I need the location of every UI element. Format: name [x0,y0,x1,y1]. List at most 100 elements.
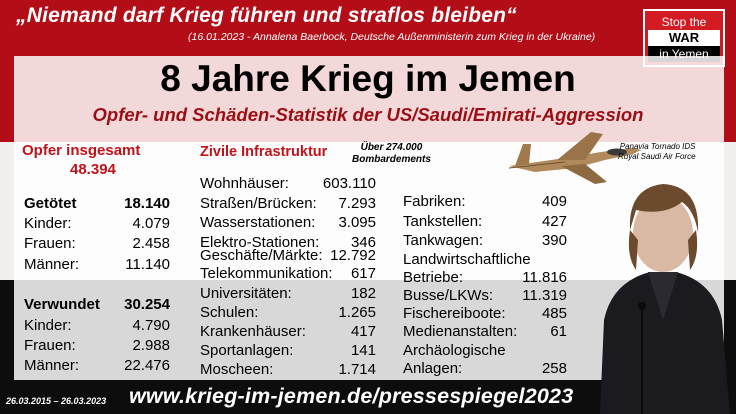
infra-label: Medienanstalten: [403,323,518,340]
infra-value: 61 [550,323,567,340]
page-subtitle: Opfer- und Schäden-Statistik der US/Saud… [92,104,644,125]
wounded-row-value: 4.790 [132,317,170,334]
infrastructure-heading: Zivile Infrastruktur [200,144,328,160]
infra-label: Universitäten: [200,285,292,302]
infra-value: 11.816 [522,269,567,286]
killed-row: Männer: 11.140 [24,255,170,275]
infra-value: 346 [350,234,376,251]
wounded-row: Männer: 22.476 [24,356,170,376]
infrastructure-row: Betriebe: 11.816 [403,268,567,288]
badge-flag: Stop the WAR in Yemen [648,14,720,62]
quote: „Niemand darf Krieg führen und straflos … [16,4,517,27]
badge-line-2: WAR [648,30,720,46]
wounded-row: Frauen: 2.988 [24,336,170,356]
wounded-row-value: 22.476 [124,357,170,374]
bombardments-line-2: Bombardements [352,154,431,165]
wounded-row-label: Männer: [24,357,80,374]
date-range: 26.03.2015 – 26.03.2023 [6,396,107,406]
killed-label: Getötet [24,195,77,212]
infra-label: Telekommunikation: [200,265,333,282]
infrastructure-row: Universitäten: 182 [200,284,376,304]
bombardments-line-1: Über 274.000 [360,142,423,153]
infra-label: Archäologische [403,342,506,359]
wounded-row-value: 2.988 [132,337,170,354]
infrastructure-row: Schulen: 1.265 [200,303,376,323]
infra-label: Tankwagen: [403,232,484,249]
infrastructure-row: Anlagen: 258 [403,359,567,379]
infra-label: Landwirtschaftliche [403,251,531,268]
killed-row-value: 2.458 [132,235,170,252]
killed-value: 18.140 [124,195,170,212]
wounded-row: Kinder: 4.790 [24,316,170,336]
infra-label: Tankstellen: [403,213,483,230]
infra-label: Wasserstationen: [200,214,316,231]
infrastructure-row: Tankwagen: 390 [403,231,567,251]
infra-label: Geschäfte/Märkte: [200,247,323,264]
plane-caption: Panavia Tornado IDS Royal Saudi Air Forc… [618,142,696,162]
infra-label: Wohnhäuser: [200,175,289,192]
infrastructure-row: Fabriken: 409 [403,192,567,212]
infra-label: Elektro-Stationen: [200,234,320,251]
infrastructure-row: Wasserstationen: 3.095 [200,213,376,233]
website-url: www.krieg-im-jemen.de/pressespiegel2023 [129,384,574,408]
infra-value: 3.095 [338,214,376,231]
killed-row-label: Kinder: [24,215,72,232]
infra-value: 141 [350,342,376,359]
infrastructure-row: Busse/LKWs: 11.319 [403,286,567,306]
opfer-total: 48.394 [70,161,116,178]
killed-row-label: Männer: [24,256,80,273]
infra-value: 603.110 [322,175,376,192]
infrastructure-row: Archäologische [403,341,567,361]
infra-label: Fischereiboote: [403,305,506,322]
infra-label: Straßen/Brücken: [200,195,317,212]
killed-row: Kinder: 4.079 [24,214,170,234]
infra-value: 12.792 [330,247,376,264]
infra-value: 7.293 [338,195,376,212]
infrastructure-row: Medienanstalten: 61 [403,322,567,342]
infra-label: Krankenhäuser: [200,323,306,340]
infra-value: 617 [350,265,376,282]
wounded-total-row: Verwundet 30.254 [24,295,170,315]
infra-value: 417 [350,323,376,340]
infra-value: 390 [541,232,567,249]
killed-row-label: Frauen: [24,235,76,252]
infra-value: 1.265 [338,304,376,321]
infrastructure-row: Straßen/Brücken: 7.293 [200,194,376,214]
killed-row-value: 4.079 [132,215,170,232]
infra-label: Busse/LKWs: [403,287,494,304]
speaker-photo [600,184,730,414]
infra-label: Anlagen: [403,360,463,377]
wounded-row-label: Frauen: [24,337,76,354]
page-title: 8 Jahre Krieg im Jemen [160,58,576,99]
wounded-value: 30.254 [124,296,170,313]
infra-value: 485 [541,305,567,322]
infrastructure-row: Elektro-Stationen: 346 [200,233,376,253]
infra-label: Sportanlagen: [200,342,294,359]
badge-line-1: Stop the [648,14,720,30]
infra-value: 1.714 [338,361,376,378]
infrastructure-row: Krankenhäuser: 417 [200,322,376,342]
infrastructure-row: Fischereiboote: 485 [403,304,567,324]
infrastructure-row: Sportanlagen: 141 [200,341,376,361]
bombardments-note: Über 274.000 Bombardements [352,142,431,166]
infra-label: Fabriken: [403,193,466,210]
fighter-jet-icon [508,132,641,184]
infrastructure-row: Telekommunikation: 617 [200,264,376,284]
infra-label: Betriebe: [403,269,464,286]
infra-value: 11.319 [522,287,567,304]
infrastructure-row: Landwirtschaftliche [403,250,567,270]
infra-label: Moscheen: [200,361,274,378]
infra-label: Schulen: [200,304,259,321]
infrastructure-row: Geschäfte/Märkte: 12.792 [200,246,376,266]
infra-value: 258 [541,360,567,377]
plane-caption-line-1: Panavia Tornado IDS [619,142,696,151]
infrastructure-row: Tankstellen: 427 [403,212,567,232]
quote-source: (16.01.2023 - Annalena Baerbock, Deutsch… [188,31,596,43]
killed-row-value: 11.140 [125,256,170,273]
opfer-heading: Opfer insgesamt [22,142,141,159]
plane-caption-line-2: Royal Saudi Air Force [618,152,696,161]
infrastructure-row: Moscheen: 1.714 [200,360,376,380]
infra-value: 182 [350,285,376,302]
wounded-row-label: Kinder: [24,317,72,334]
